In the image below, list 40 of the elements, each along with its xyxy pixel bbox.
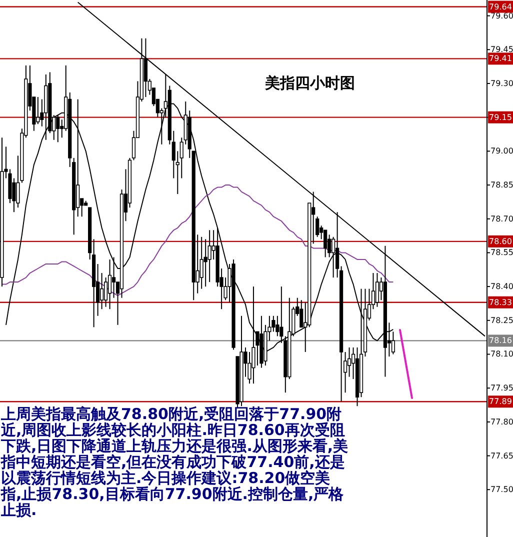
ref-line-label: 78.16 xyxy=(489,336,512,346)
y-tick-label: 78.10 xyxy=(490,350,513,359)
y-tick-label: 79.00 xyxy=(490,146,513,156)
text: 美指四小时图 xyxy=(264,74,355,92)
candlestick xyxy=(324,230,328,258)
candlestick xyxy=(208,230,212,283)
ref-line-label: 79.15 xyxy=(489,112,512,122)
y-tick-label: 77.95 xyxy=(490,384,513,393)
candlestick xyxy=(391,331,395,355)
y-tick-label: 77.65 xyxy=(490,451,513,460)
candlestick xyxy=(200,236,204,290)
ref-line-label: 77.89 xyxy=(489,397,512,406)
y-tick-label: 79.45 xyxy=(490,45,513,54)
y-tick-label: 78.40 xyxy=(490,282,513,292)
ref-line-label: 78.60 xyxy=(489,236,512,246)
y-tick-label: 79.30 xyxy=(490,78,513,88)
candlestick xyxy=(104,277,108,308)
y-tick-label: 77.80 xyxy=(490,417,513,426)
ref-line-label: 79.64 xyxy=(489,2,512,12)
candlestick xyxy=(108,258,112,310)
y-tick-label: 79.60 xyxy=(490,11,513,20)
candlestick xyxy=(144,38,148,98)
y-tick-label: 78.70 xyxy=(490,214,513,224)
candlestick xyxy=(375,272,380,308)
candlestick xyxy=(56,114,60,143)
ref-line-label: 79.41 xyxy=(489,54,512,64)
annotation: 上周美指最高触及78.80附近,受阻回落于77.90附近,周图收上影线较长的小阳柱.昨日78.60再次受阻下跌,日图下降通道上轨压力还是很强.从图形来看,美指中短期还是看空,但在没有成功下破77.40前,还是以震荡行情短线为主.今日操作建议:78.20做空美指,止损78.30,目标看向77.90附近.控制仓量,严格止损. xyxy=(1,405,349,519)
candlestick xyxy=(276,315,280,337)
candlestick xyxy=(100,272,104,310)
ref-line-label: 78.33 xyxy=(489,298,512,307)
candlestick xyxy=(300,300,304,328)
y-tick-label: 78.25 xyxy=(490,316,513,325)
candlestick xyxy=(76,98,80,218)
candlestick xyxy=(112,256,116,298)
y-tick-label: 78.55 xyxy=(490,248,513,258)
y-tick-label: 77.50 xyxy=(490,485,513,494)
y-tick-label: 78.85 xyxy=(490,180,513,190)
candlestick xyxy=(36,96,40,125)
candlestick xyxy=(252,286,256,384)
candlestick xyxy=(332,236,336,278)
